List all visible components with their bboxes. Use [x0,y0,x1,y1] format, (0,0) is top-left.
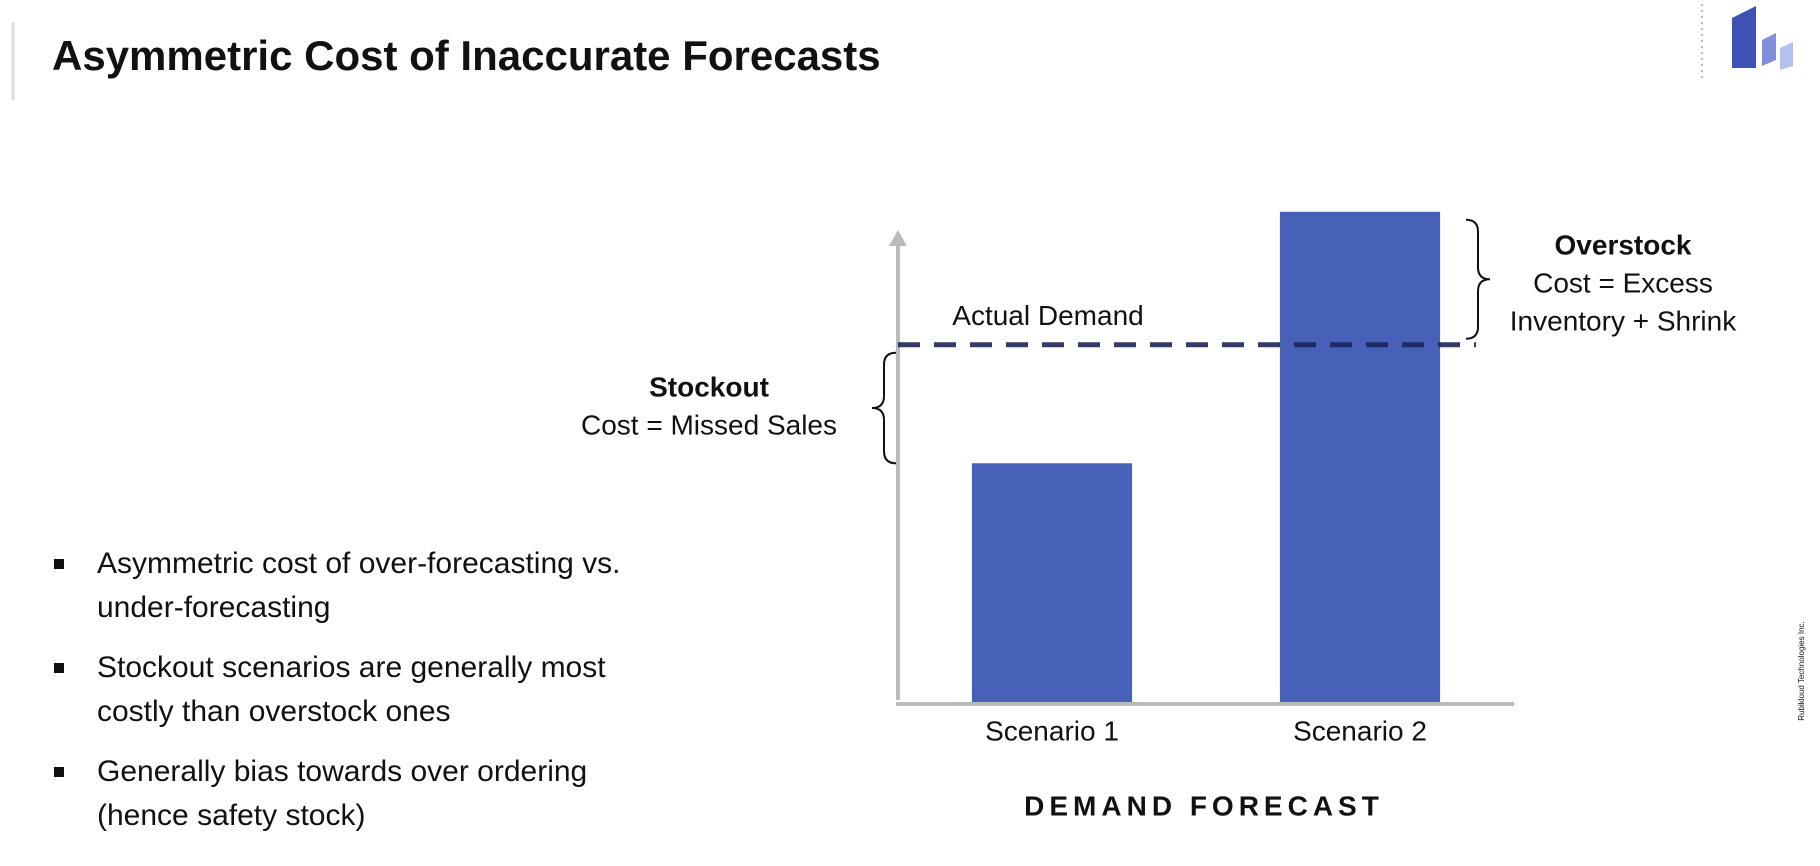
bullet-text: Stockout scenarios are generally most [97,651,606,684]
slide-title: Asymmetric Cost of Inaccurate Forecasts [52,32,881,79]
annotation-text: Cost = Excess [1533,267,1713,298]
bullet-marker [54,767,64,777]
bar [1279,211,1441,704]
logo [1732,6,1793,70]
overstock-brace [1465,218,1491,340]
annotation-text: Cost = Missed Sales [581,409,837,440]
stockout-brace [871,351,897,465]
x-tick-label: Scenario 1 [985,715,1119,746]
annotation-title: Overstock [1555,229,1692,260]
y-axis-arrow [889,230,907,246]
bullet-text: Generally bias towards over ordering [97,755,587,788]
x-tick-label: Scenario 2 [1293,715,1427,746]
annotation-title: Stockout [649,371,769,402]
bullet-text: Asymmetric cost of over-forecasting vs. [97,547,620,580]
bullet-marker [54,559,64,569]
bullet-text: costly than overstock ones [97,695,451,728]
x-axis-title: DEMAND FORECAST [1024,790,1384,821]
bullet-text: (hence safety stock) [97,799,365,832]
annotation-text: Inventory + Shrink [1510,305,1737,336]
bullet-text: under-forecasting [97,591,330,624]
reference-label: Actual Demand [952,300,1143,331]
footer-text: Rubikloud Technologies Inc. [1797,621,1806,720]
bar [971,463,1133,704]
bullet-marker [54,663,64,673]
